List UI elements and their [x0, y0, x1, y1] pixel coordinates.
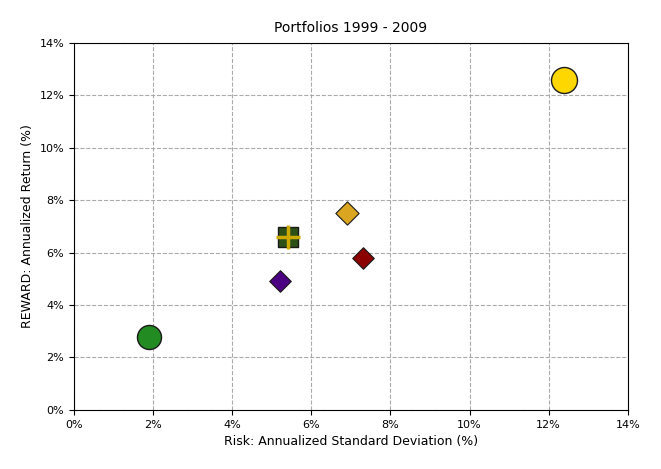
- Point: [282, 233, 293, 241]
- Point: [282, 233, 293, 241]
- Title: Portfolios 1999 - 2009: Portfolios 1999 - 2009: [274, 21, 428, 35]
- X-axis label: Risk: Annualized Standard Deviation (%): Risk: Annualized Standard Deviation (%): [224, 435, 478, 448]
- Point: [342, 210, 352, 217]
- Point: [143, 333, 154, 340]
- Point: [274, 278, 285, 285]
- Point: [358, 254, 368, 262]
- Point: [559, 76, 570, 83]
- Y-axis label: REWARD: Annualized Return (%): REWARD: Annualized Return (%): [21, 124, 34, 328]
